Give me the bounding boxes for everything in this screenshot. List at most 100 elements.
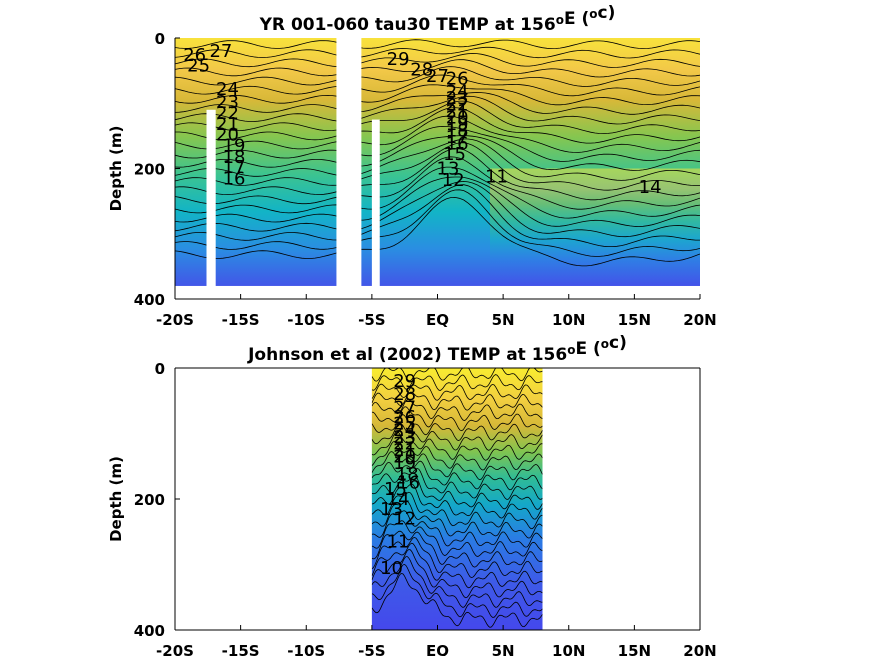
contour-label: 16: [223, 168, 246, 189]
contour-label: 15: [443, 144, 466, 165]
contour-label: 27: [426, 66, 449, 87]
y-axis-label: Depth (m): [107, 126, 125, 212]
contour-lines: [371, 368, 543, 628]
contour-label: 18: [446, 121, 469, 142]
contour-label: 11: [485, 166, 508, 187]
isotherm-22: [371, 549, 543, 599]
contour-label: 20: [216, 125, 239, 146]
chart-title: YR 001-060 tau30 TEMP at 156oE (oc): [259, 3, 616, 35]
x-tick-label: -10S: [287, 642, 325, 656]
contour-label: 19: [446, 114, 469, 135]
contour-label: 26: [183, 45, 206, 66]
isotherm-2: [175, 53, 700, 68]
isotherm-20: [371, 536, 543, 579]
contour-label: 27: [209, 41, 232, 62]
y-tick-label: 200: [134, 161, 165, 179]
isotherm-19: [175, 176, 700, 227]
contour-label: 23: [446, 88, 469, 109]
contour-label: 16: [446, 134, 469, 155]
isotherm-9: [175, 100, 700, 135]
isotherm-6: [175, 84, 700, 106]
contour-label: 18: [396, 464, 419, 485]
y-tick-label: 400: [134, 622, 165, 640]
contour-label: 15: [384, 479, 407, 500]
y-tick-label: 200: [134, 491, 165, 509]
x-tick-label: -10S: [287, 311, 325, 329]
isotherm-21: [175, 184, 700, 247]
contour-label: 29: [393, 371, 416, 392]
isotherm-22: [175, 189, 700, 257]
y-tick-label: 0: [155, 360, 165, 378]
isotherm-25: [371, 572, 543, 628]
contour-label: 21: [216, 114, 239, 135]
isotherm-9: [371, 440, 543, 471]
isotherm-4: [175, 66, 700, 87]
isotherm-11: [371, 460, 543, 491]
isotherm-4: [371, 399, 543, 422]
contour-label: 28: [410, 59, 433, 80]
contour-label: 14: [387, 489, 410, 510]
isotherm-12: [371, 468, 543, 500]
contour-label: 26: [393, 407, 416, 428]
x-tick-label: 15N: [618, 311, 651, 329]
contour-label: 18: [223, 147, 246, 168]
isotherm-14: [175, 138, 700, 181]
isotherm-16: [371, 500, 543, 539]
isotherm-23: [175, 196, 700, 267]
isotherm-15: [371, 491, 543, 530]
isotherm-10: [371, 451, 543, 481]
contour-label: 24: [393, 420, 416, 441]
x-tick-label: -20S: [156, 642, 194, 656]
isotherm-0: [175, 39, 700, 50]
isotherm-3: [371, 391, 543, 411]
contour-label: 27: [393, 397, 416, 418]
x-tick-label: EQ: [426, 642, 449, 656]
contour-label: 22: [216, 103, 239, 124]
contour-label: 17: [223, 157, 246, 178]
contour-label: 24: [446, 82, 469, 103]
x-tick-label: -20S: [156, 311, 194, 329]
contour-label: 22: [446, 95, 469, 116]
no-data-column: [371, 119, 380, 288]
contour-label: 26: [446, 68, 469, 89]
isotherm-20: [175, 180, 700, 238]
contour-label: 25: [393, 414, 416, 435]
x-tick-label: -15S: [222, 311, 260, 329]
contour-label: 12: [393, 509, 416, 530]
isotherm-6: [371, 414, 543, 442]
isotherm-23: [371, 556, 543, 608]
isotherm-17: [175, 156, 700, 210]
contour-label: 21: [393, 440, 416, 461]
x-tick-label: 20N: [683, 642, 716, 656]
isotherm-13: [175, 135, 700, 171]
no-data-column: [336, 34, 362, 288]
isotherm-19: [371, 530, 543, 568]
isotherm-16: [175, 148, 700, 201]
contour-label: 23: [393, 427, 416, 448]
isotherm-8: [371, 431, 543, 461]
contour-label: 23: [216, 92, 239, 113]
contour-label: 21: [446, 101, 469, 122]
contour-lines: [175, 39, 700, 267]
isotherm-5: [371, 406, 543, 432]
bottom-panel: -20S -15S -10S -5S EQ 5N 10N 15N 20N 0 200 400 Depth…: [107, 333, 717, 656]
contour-label: 14: [639, 177, 662, 198]
contour-label: 17: [446, 127, 469, 148]
isotherm-24: [371, 563, 543, 618]
contour-label: 29: [387, 49, 410, 70]
contour-label: 28: [393, 384, 416, 405]
isotherm-14: [371, 483, 543, 520]
isotherm-7: [175, 92, 700, 115]
isotherm-18: [371, 520, 543, 557]
x-tick-label: 5N: [492, 642, 515, 656]
isotherm-5: [175, 74, 700, 97]
contour-label: 24: [216, 79, 239, 100]
contour-label: 16: [397, 473, 420, 494]
isotherm-18: [175, 166, 700, 219]
temperature-field-north: [490, 168, 700, 286]
isotherm-1: [175, 46, 700, 59]
isotherm-7: [371, 422, 543, 451]
chart-title: Johnson et al (2002) TEMP at 156oE (oc): [247, 333, 627, 365]
y-axis-label: Depth (m): [107, 456, 125, 542]
